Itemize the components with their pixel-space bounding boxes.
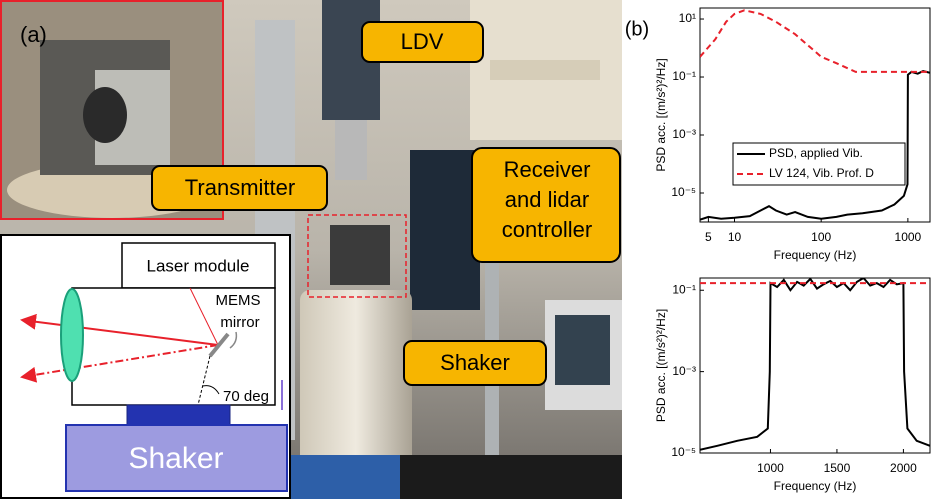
- x-tick-label: 1500: [824, 461, 851, 475]
- figure: (a) LDV Transmitter Receiver and lidar c…: [0, 0, 933, 499]
- x-axis-label: Frequency (Hz): [774, 479, 857, 493]
- diagram: Laser module MEMS mirror 70 deg Shaker: [1, 235, 290, 498]
- diagram-label: mirror: [220, 314, 259, 331]
- y-axis-label: PSD acc. [(m/s²)²/Hz]: [654, 58, 668, 171]
- diagram-label: Shaker: [128, 442, 223, 475]
- panel-label: (b): [625, 18, 649, 40]
- y-tick-label: 10⁻³: [672, 364, 696, 378]
- callout: Shaker: [440, 350, 510, 375]
- y-axis-label: PSD acc. [(m/s²)²/Hz]: [654, 309, 668, 422]
- callout: Transmitter: [185, 175, 295, 200]
- y-tick-label: 10⁻¹: [672, 282, 696, 296]
- callout: controller: [502, 217, 592, 242]
- callout: and lidar: [505, 187, 589, 212]
- legend-label: PSD, applied Vib.: [769, 146, 863, 160]
- x-tick-label: 5: [705, 230, 712, 244]
- y-tick-label: 10⁻⁵: [671, 185, 696, 199]
- page: {"panel_a":{"label":"(a)","callouts":{"l…: [0, 0, 933, 499]
- y-tick-label: 10⁻¹: [672, 69, 696, 83]
- panel-label: (a): [20, 22, 47, 47]
- diagram-label: 70 deg: [223, 388, 269, 405]
- diagram-label: Laser module: [146, 256, 249, 275]
- x-axis-label: Frequency (Hz): [774, 248, 857, 262]
- callout: Receiver: [504, 157, 591, 182]
- y-tick-label: 10⁻⁵: [671, 445, 696, 459]
- x-tick-label: 100: [811, 230, 831, 244]
- x-tick-label: 2000: [890, 461, 917, 475]
- callout: LDV: [401, 29, 444, 54]
- y-tick-label: 10⁻³: [672, 127, 696, 141]
- y-tick-label: 10¹: [679, 11, 696, 25]
- x-tick-label: 10: [728, 230, 742, 244]
- x-tick-label: 1000: [895, 230, 922, 244]
- x-tick-label: 1000: [757, 461, 784, 475]
- legend-label: LV 124, Vib. Prof. D: [769, 166, 874, 180]
- diagram-label: MEMS: [216, 292, 261, 309]
